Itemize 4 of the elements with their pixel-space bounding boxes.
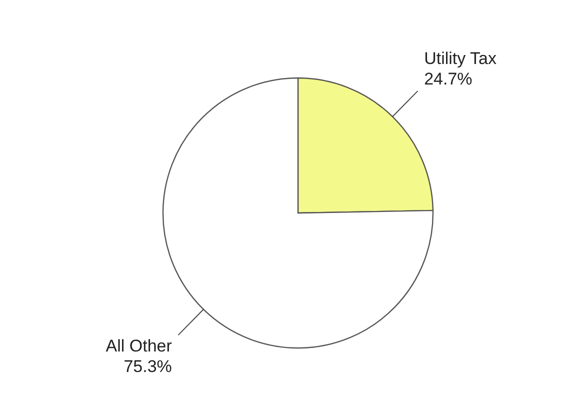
slice-label: Utility Tax	[424, 49, 497, 68]
slice-label: All Other	[106, 336, 172, 356]
data-label: 75.3%	[124, 357, 172, 376]
data-label: 24.7%	[424, 70, 472, 89]
